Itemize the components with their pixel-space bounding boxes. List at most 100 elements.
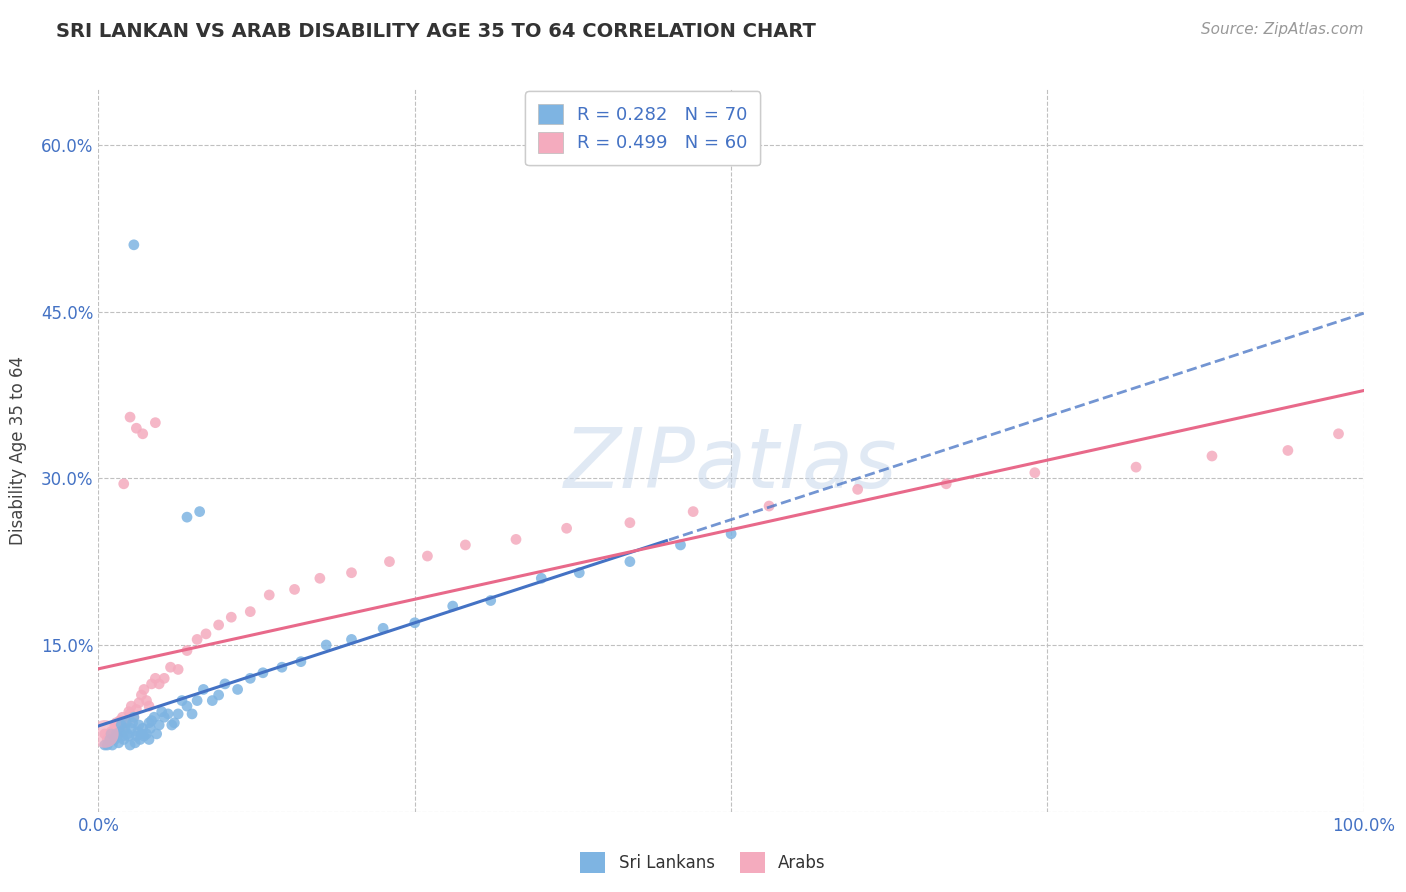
Point xyxy=(619,555,641,569)
Text: SRI LANKAN VS ARAB DISABILITY AGE 35 TO 64 CORRELATION CHART: SRI LANKAN VS ARAB DISABILITY AGE 35 TO … xyxy=(56,22,815,41)
Legend: Sri Lankans, Arabs: Sri Lankans, Arabs xyxy=(574,846,832,880)
Point xyxy=(167,662,190,676)
Point xyxy=(112,732,135,747)
Point xyxy=(157,706,180,721)
Point xyxy=(107,729,129,743)
Point xyxy=(93,727,117,741)
Point xyxy=(163,715,186,730)
Legend: R = 0.282   N = 70, R = 0.499   N = 60: R = 0.282 N = 70, R = 0.499 N = 60 xyxy=(524,91,761,165)
Point xyxy=(104,732,127,747)
Point xyxy=(143,710,166,724)
Point xyxy=(153,671,176,685)
Point xyxy=(1277,443,1299,458)
Point xyxy=(131,688,153,702)
Point xyxy=(110,718,132,732)
Point xyxy=(758,499,780,513)
Point xyxy=(340,632,363,647)
Point xyxy=(107,729,129,743)
Point xyxy=(176,699,198,714)
Point xyxy=(226,682,249,697)
Point xyxy=(114,722,136,736)
Point xyxy=(454,538,477,552)
Point xyxy=(100,724,122,739)
Point xyxy=(124,736,146,750)
Point xyxy=(96,732,118,747)
Point xyxy=(120,738,141,752)
Point xyxy=(1201,449,1223,463)
Point xyxy=(214,677,236,691)
Point xyxy=(122,710,145,724)
Point xyxy=(160,718,183,732)
Point xyxy=(186,632,208,647)
Point xyxy=(378,555,401,569)
Point xyxy=(98,729,121,743)
Point xyxy=(846,483,869,497)
Point xyxy=(145,727,167,741)
Point xyxy=(100,727,122,741)
Point xyxy=(117,727,139,741)
Point xyxy=(148,677,170,691)
Point xyxy=(112,724,135,739)
Y-axis label: Disability Age 35 to 64: Disability Age 35 to 64 xyxy=(10,356,27,545)
Point xyxy=(120,722,142,736)
Point xyxy=(148,718,170,732)
Point xyxy=(1024,466,1046,480)
Point xyxy=(441,599,464,613)
Point xyxy=(935,476,957,491)
Point xyxy=(568,566,591,580)
Text: Source: ZipAtlas.com: Source: ZipAtlas.com xyxy=(1201,22,1364,37)
Point xyxy=(115,715,138,730)
Point xyxy=(193,682,215,697)
Point xyxy=(107,736,129,750)
Point xyxy=(103,732,125,747)
Point xyxy=(416,549,439,563)
Point xyxy=(270,660,294,674)
Point xyxy=(128,696,150,710)
Point xyxy=(132,682,155,697)
Point xyxy=(93,738,117,752)
Point xyxy=(555,521,578,535)
Point xyxy=(1327,426,1350,441)
Point xyxy=(132,729,155,743)
Point xyxy=(125,702,148,716)
Point xyxy=(239,671,262,685)
Point xyxy=(145,671,166,685)
Point xyxy=(132,426,155,441)
Point xyxy=(120,699,142,714)
Point xyxy=(125,421,148,435)
Point xyxy=(252,665,274,680)
Point xyxy=(682,505,704,519)
Point xyxy=(122,237,145,252)
Point xyxy=(125,729,148,743)
Point xyxy=(127,724,149,739)
Point xyxy=(132,722,155,736)
Point xyxy=(150,705,173,719)
Point xyxy=(201,693,224,707)
Point xyxy=(219,610,243,624)
Point xyxy=(111,729,134,743)
Point xyxy=(619,516,641,530)
Point xyxy=(208,618,231,632)
Point xyxy=(121,715,143,730)
Point xyxy=(239,605,262,619)
Point xyxy=(1125,460,1147,475)
Point xyxy=(115,715,138,730)
Point xyxy=(176,643,198,657)
Point xyxy=(194,627,218,641)
Point xyxy=(111,710,134,724)
Point xyxy=(107,722,129,736)
Point xyxy=(141,677,163,691)
Point xyxy=(309,571,332,585)
Point xyxy=(128,718,150,732)
Point xyxy=(530,571,553,585)
Point xyxy=(167,706,190,721)
Point xyxy=(188,505,211,519)
Point xyxy=(93,727,117,741)
Point xyxy=(145,416,166,430)
Point xyxy=(101,738,124,752)
Point xyxy=(371,621,394,635)
Point xyxy=(284,582,307,597)
Point xyxy=(118,729,141,743)
Point xyxy=(181,706,204,721)
Point xyxy=(141,714,163,728)
